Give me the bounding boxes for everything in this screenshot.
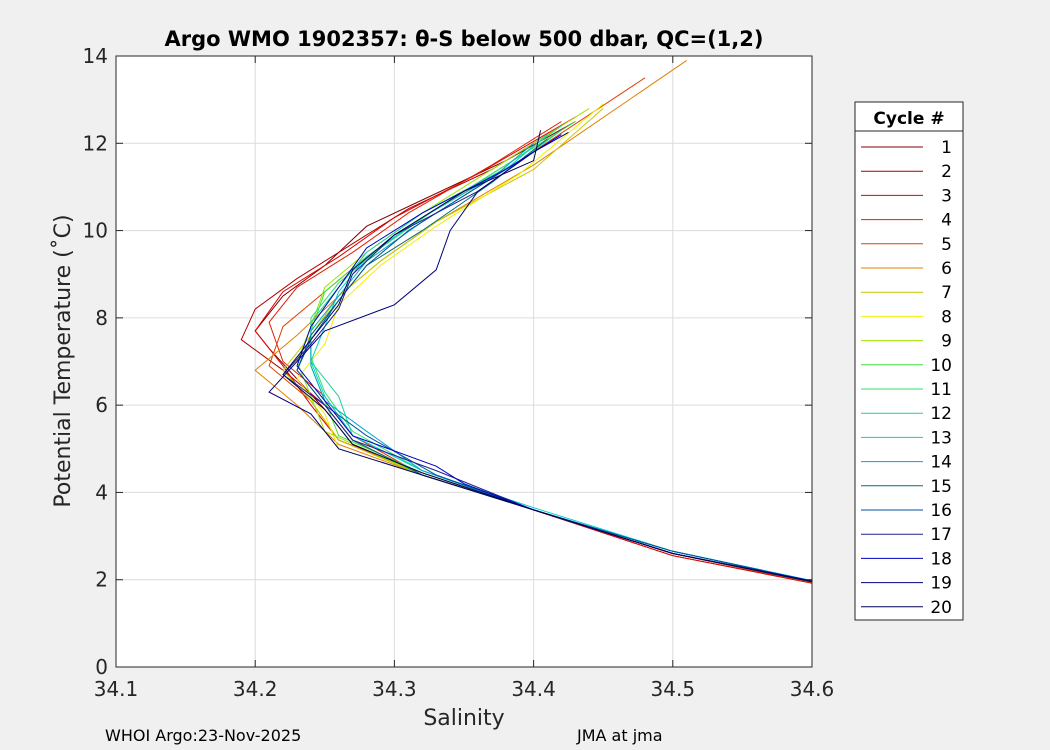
y-tick-label: 14 <box>83 44 108 68</box>
legend-label-16: 16 <box>930 501 952 521</box>
series-line-cycle-20 <box>282 130 812 583</box>
legend-label-14: 14 <box>930 453 952 473</box>
legend-label-7: 7 <box>941 283 952 303</box>
footer-source: WHOI Argo:23-Nov-2025 <box>105 726 302 745</box>
y-tick-label: 6 <box>95 393 108 417</box>
legend-label-9: 9 <box>941 332 952 352</box>
legend-label-6: 6 <box>941 259 952 279</box>
chart-title: Argo WMO 1902357: θ-S below 500 dbar, QC… <box>165 27 764 51</box>
legend-label-15: 15 <box>930 477 952 497</box>
legend-label-12: 12 <box>930 404 952 424</box>
legend-label-2: 2 <box>941 162 952 182</box>
y-tick-label: 8 <box>95 306 108 330</box>
plot-frame <box>115 55 813 668</box>
legend-box <box>854 101 964 621</box>
y-tick-label: 10 <box>83 219 108 243</box>
legend-label-11: 11 <box>930 380 952 400</box>
x-axis-label: Salinity <box>423 706 504 731</box>
series-line-cycle-19 <box>268 131 812 582</box>
legend-label-3: 3 <box>941 186 952 206</box>
legend-label-13: 13 <box>930 428 952 448</box>
legend-label-8: 8 <box>941 307 952 327</box>
legend-label-17: 17 <box>930 525 952 545</box>
y-tick-label: 12 <box>83 131 108 155</box>
footer-credit: JMA at jma <box>577 726 663 745</box>
legend-title: Cycle # <box>873 109 944 129</box>
grid <box>116 56 812 667</box>
legend-label-20: 20 <box>930 598 952 618</box>
y-tick-label: 2 <box>95 568 108 592</box>
series-layer <box>240 59 812 584</box>
x-tick-label: 34.6 <box>790 677 835 701</box>
legend-label-4: 4 <box>941 211 952 231</box>
x-tick-label: 34.5 <box>651 677 696 701</box>
axis-ticks: 34.1 34.2 34.3 34.4 34.5 34.6 0 2 4 6 8 10 12 14 <box>83 44 835 701</box>
y-tick-label: 0 <box>95 655 108 679</box>
x-tick-label: 34.3 <box>372 677 417 701</box>
legend-label-1: 1 <box>941 138 952 158</box>
legend-label-5: 5 <box>941 235 952 255</box>
legend-label-10: 10 <box>930 356 952 376</box>
plot-area <box>116 56 812 667</box>
x-tick-label: 34.2 <box>233 677 278 701</box>
y-axis-label: Potential Temperature (˚C) <box>51 214 76 507</box>
x-tick-label: 34.4 <box>511 677 556 701</box>
y-tick-label: 4 <box>95 480 108 504</box>
legend-label-18: 18 <box>930 549 952 569</box>
x-tick-label: 34.1 <box>94 677 139 701</box>
legend-label-19: 19 <box>930 574 952 594</box>
